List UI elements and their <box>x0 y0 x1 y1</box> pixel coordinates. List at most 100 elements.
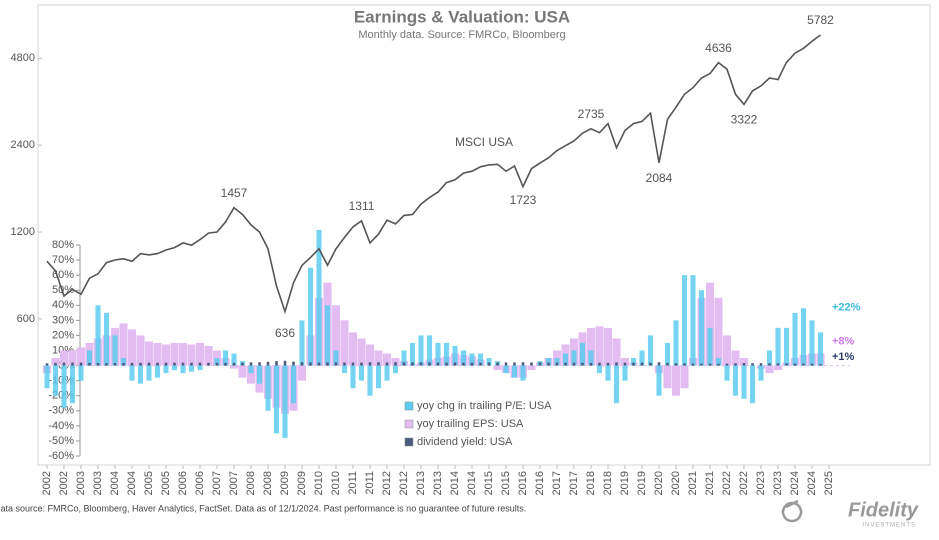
bar <box>436 362 440 366</box>
bar <box>340 320 349 366</box>
bar <box>180 365 186 374</box>
y2-tick-label: -40% <box>48 420 74 432</box>
bar <box>241 362 244 366</box>
bar <box>800 308 807 366</box>
bar <box>190 362 193 366</box>
end-label: +8% <box>832 335 855 347</box>
x-tick-label: 2016 <box>534 471 546 495</box>
bar <box>511 365 518 378</box>
bar <box>690 275 696 366</box>
bar <box>792 312 798 366</box>
bar <box>224 362 227 366</box>
bar <box>96 363 100 366</box>
bar <box>282 365 288 438</box>
x-tick-label: 2010 <box>313 471 325 495</box>
bar <box>51 358 60 366</box>
price-annotation: 1311 <box>349 199 375 213</box>
bar <box>674 363 678 366</box>
bar <box>249 362 253 366</box>
y-tick-label: 4800 <box>11 52 35 64</box>
x-tick-label: 2004 <box>109 471 121 495</box>
bar <box>161 344 171 366</box>
bar <box>595 326 604 366</box>
x-tick-label: 2016 <box>517 471 529 495</box>
bar <box>317 362 321 366</box>
price-annotation: 3322 <box>731 113 758 127</box>
bar <box>331 305 341 366</box>
bar <box>683 363 686 366</box>
bar <box>776 363 780 366</box>
bar <box>341 365 348 374</box>
bar <box>54 362 57 366</box>
bar <box>88 362 91 366</box>
bar <box>156 362 159 366</box>
bar <box>246 365 256 384</box>
price-annotation: 5782 <box>807 13 834 27</box>
bar <box>817 332 824 366</box>
bar <box>470 362 474 366</box>
x-tick-label: 2023 <box>755 471 767 495</box>
bar <box>171 365 178 371</box>
y-tick-label: 1200 <box>11 226 35 238</box>
bar <box>479 362 482 366</box>
bar <box>581 362 584 366</box>
bar <box>640 362 644 366</box>
bar <box>724 365 730 381</box>
bar <box>44 365 50 389</box>
bar <box>521 362 525 366</box>
bar <box>496 362 499 366</box>
bar <box>153 342 162 366</box>
bar <box>579 342 586 366</box>
price-annotation: 2084 <box>646 171 673 185</box>
bar <box>530 362 533 366</box>
x-tick-label: 2007 <box>228 471 240 495</box>
bar <box>375 365 382 389</box>
bar <box>741 365 747 399</box>
x-tick-label: 2002 <box>41 471 53 495</box>
x-tick-label: 2012 <box>381 471 393 495</box>
bar <box>368 362 372 366</box>
bar <box>377 362 380 366</box>
bar <box>793 363 797 366</box>
bar <box>700 363 703 366</box>
bar <box>513 362 516 366</box>
x-tick-label: 2019 <box>619 471 631 495</box>
bar <box>717 363 720 366</box>
bar <box>173 362 176 366</box>
bar <box>256 365 263 384</box>
bar <box>164 362 168 366</box>
bar <box>819 364 822 366</box>
bar <box>639 350 645 366</box>
x-tick-label: 2009 <box>296 471 308 495</box>
x-tick-label: 2003 <box>75 471 87 495</box>
price-annotation: 636 <box>275 326 295 340</box>
x-tick-label: 2004 <box>126 471 138 495</box>
x-tick-label: 2014 <box>466 471 478 495</box>
bar <box>469 353 475 366</box>
bar <box>394 362 397 366</box>
bar <box>586 327 596 366</box>
x-tick-label: 2003 <box>92 471 104 495</box>
bar <box>554 358 560 366</box>
bar <box>348 332 358 366</box>
end-label: +1% <box>832 351 855 363</box>
x-tick-label: 2017 <box>551 471 563 495</box>
bar <box>647 335 654 366</box>
x-tick-label: 2005 <box>160 471 172 495</box>
bar <box>326 362 329 366</box>
bar <box>681 275 688 366</box>
bar <box>606 362 610 366</box>
bar <box>612 338 621 366</box>
x-tick-label: 2021 <box>704 471 716 495</box>
y2-tick-label: -60% <box>48 450 74 462</box>
bar <box>297 365 307 381</box>
bar <box>127 329 137 366</box>
bar <box>504 362 508 366</box>
bar <box>154 365 161 378</box>
legend-label: yoy chg in trailing P/E: USA <box>417 400 552 412</box>
bar <box>86 350 93 366</box>
bar <box>334 362 338 366</box>
x-tick-label: 2025 <box>823 471 835 495</box>
bar <box>707 327 713 366</box>
price-annotation: 2735 <box>578 107 605 121</box>
